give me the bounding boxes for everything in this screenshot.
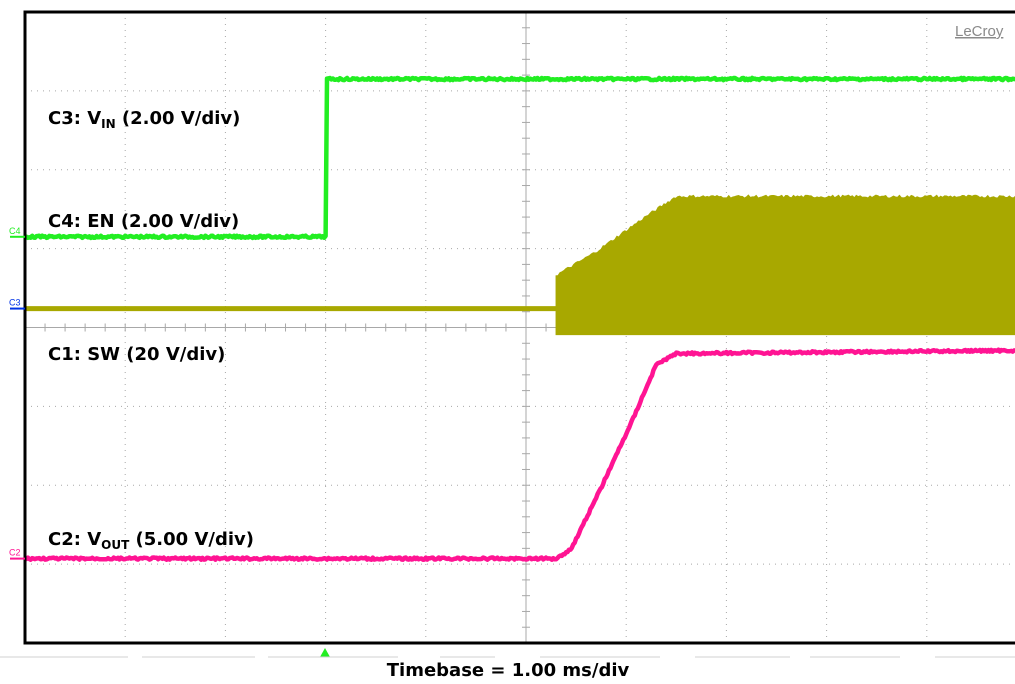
trace-label-subscript: OUT: [101, 538, 130, 552]
trace-label-tail: (5.00 V/div): [129, 529, 254, 550]
ground-markers: C3 C4 C2: [9, 226, 25, 560]
trace-label-C2: C2: VOUT (5.00 V/div): [48, 529, 254, 552]
trace-label-C1: C1: SW (20 V/div): [48, 344, 225, 365]
brand-logo-text: LeCroy: [955, 23, 1004, 40]
ground-marker-label-C2: C2: [9, 548, 21, 558]
trace-label-main: C1: SW (20 V/div): [48, 344, 225, 365]
trace-label-main: C2: V: [48, 529, 101, 550]
ground-marker-label-C3: C3: [9, 298, 21, 308]
trace-label-C3: C3: VIN (2.00 V/div): [48, 108, 240, 131]
timebase-label: Timebase = 1.00 ms/div: [387, 660, 630, 681]
traces: [24, 75, 1015, 562]
trace-C1-envelope: [555, 194, 1015, 336]
trace-C2: [24, 347, 1015, 562]
trace-label-C4: C4: EN (2.00 V/div): [48, 211, 239, 232]
trace-label-main: C3: V: [48, 108, 101, 129]
trace-C4: [24, 75, 1015, 241]
trace-labels: C3: VIN (2.00 V/div) C4: EN (2.00 V/div) C…: [48, 108, 254, 552]
trigger-marker-icon: [320, 648, 330, 657]
plot-border: [23, 10, 1015, 645]
trace-label-tail: (2.00 V/div): [116, 108, 241, 129]
trace-label-main: C4: EN (2.00 V/div): [48, 211, 239, 232]
plot-frame: [23, 10, 1015, 645]
ground-marker-label-C4: C4: [9, 226, 21, 236]
trace-label-subscript: IN: [101, 117, 116, 131]
